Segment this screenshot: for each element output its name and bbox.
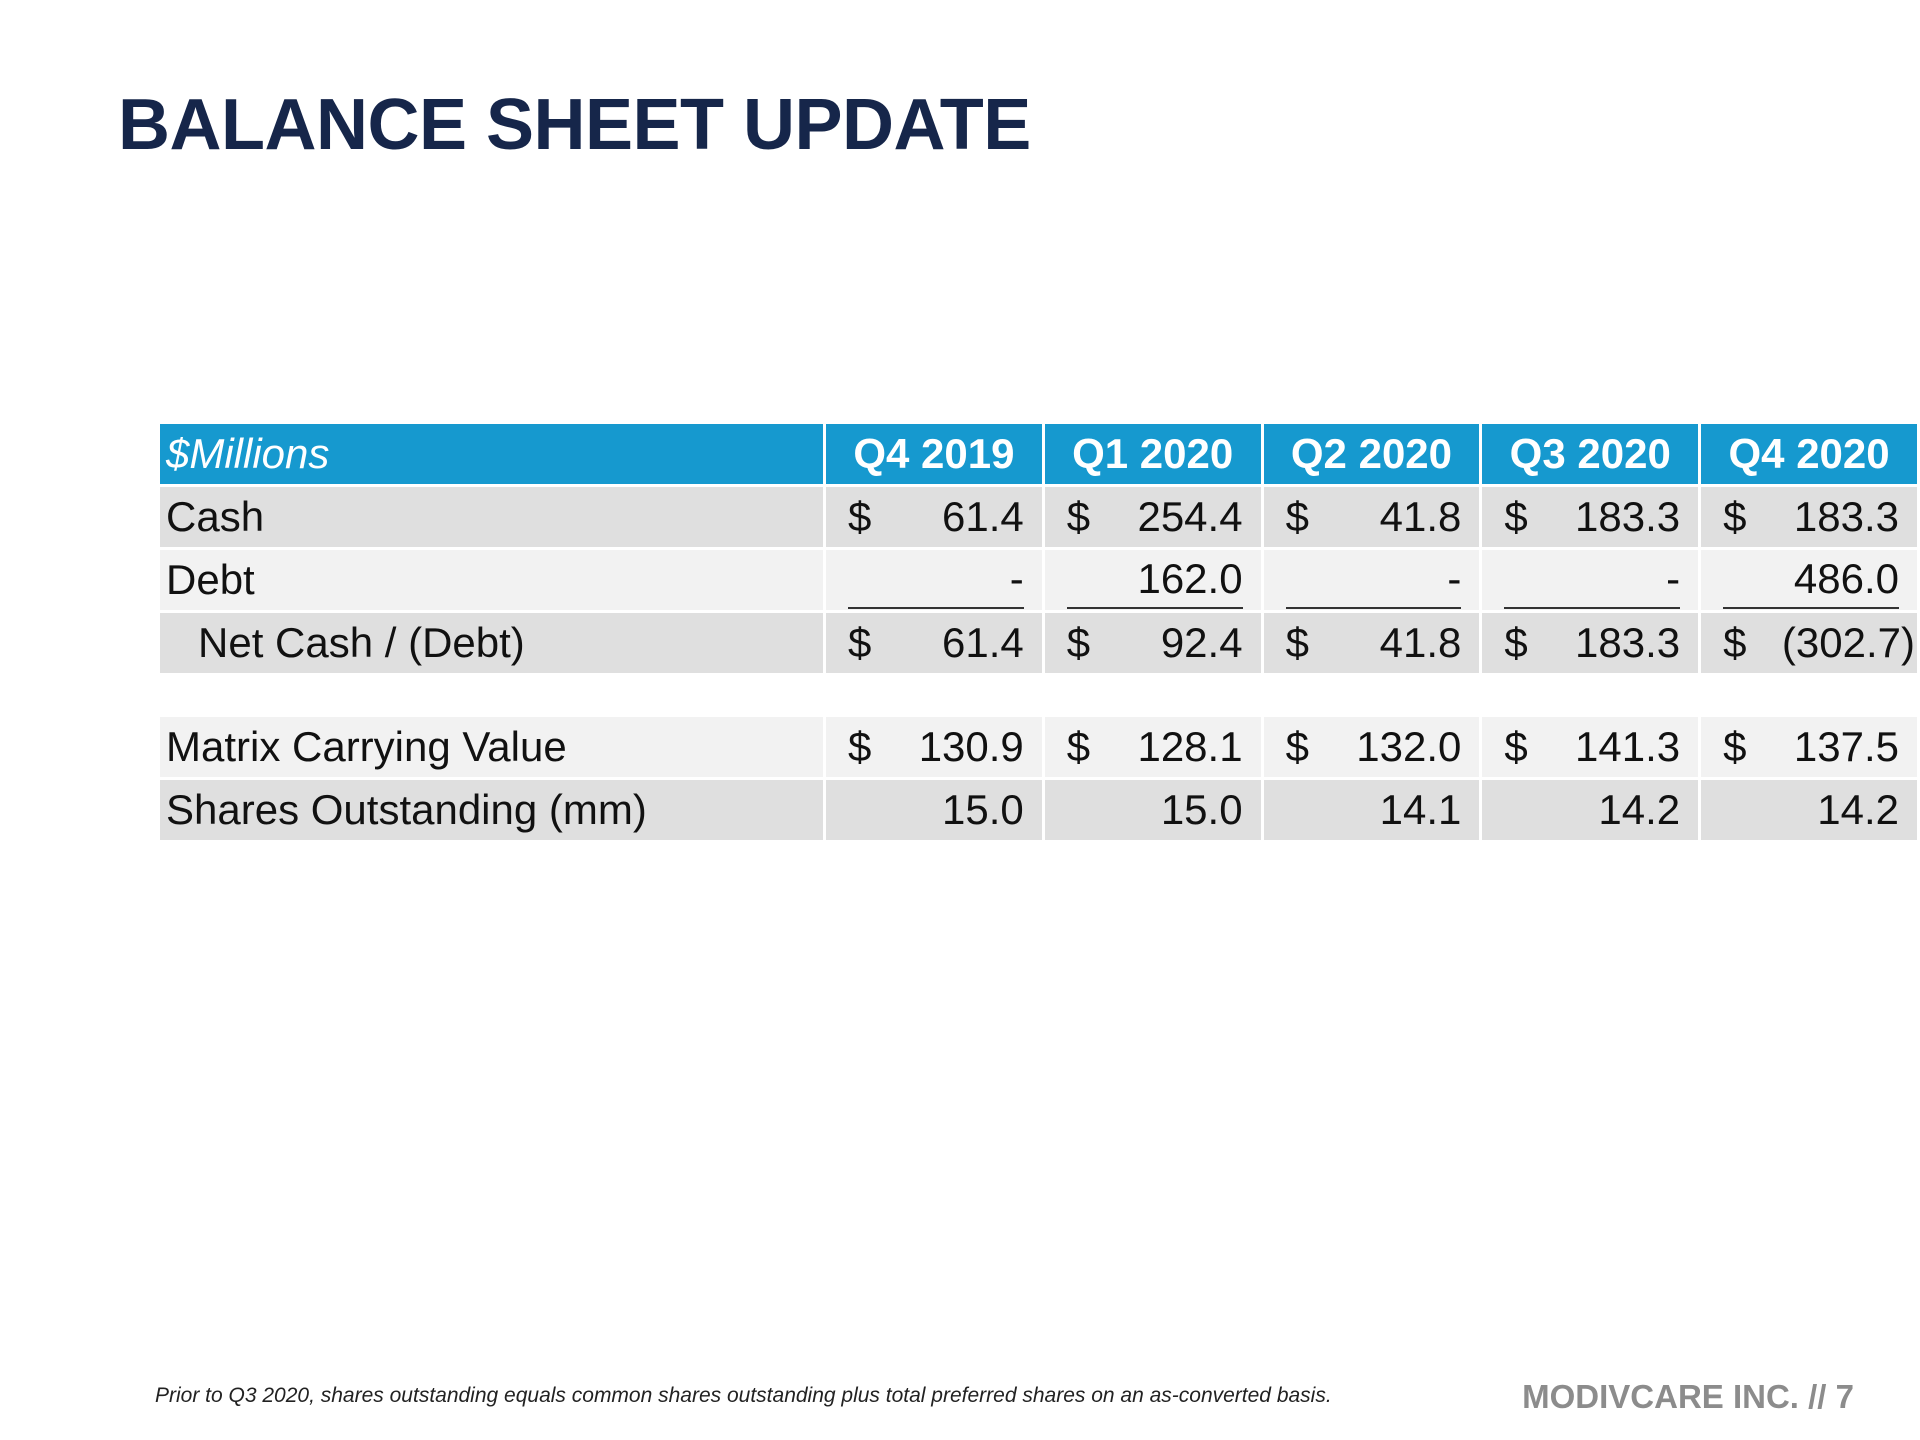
cell-value: 141.3: [1575, 723, 1681, 770]
header-units-label: $Millions: [160, 424, 824, 484]
currency-symbol: $: [1504, 493, 1528, 540]
footer-brand-page: MODIVCARE INC. // 7: [1522, 1378, 1854, 1415]
currency-symbol: $: [1723, 619, 1747, 666]
cell-value: 14.2: [1598, 786, 1681, 833]
currency-symbol: $: [1723, 723, 1747, 770]
table-row-debt: Debt - 162.0 - - 486.0: [160, 550, 1917, 610]
cell-value: 183.3: [1575, 493, 1681, 540]
currency-symbol: $: [1285, 723, 1309, 770]
currency-symbol: $: [1285, 619, 1309, 666]
cell-value: 183.3: [1793, 493, 1899, 540]
row-label: Shares Outstanding (mm): [160, 780, 824, 840]
cell-value: -: [1666, 555, 1681, 602]
currency-symbol: $: [848, 619, 872, 666]
cell-value: 15.0: [942, 786, 1024, 833]
row-label: Net Cash / (Debt): [160, 613, 824, 673]
cell-value: 14.1: [1379, 786, 1462, 833]
cell-value: 14.2: [1817, 786, 1899, 833]
cell-value: 128.1: [1137, 723, 1243, 770]
cell-value: 15.0: [1160, 786, 1243, 833]
cell-value: 61.4: [942, 493, 1024, 540]
balance-sheet-table: $Millions Q4 2019 Q1 2020 Q2 2020 Q3 202…: [157, 421, 1920, 843]
currency-symbol: $: [1723, 493, 1747, 540]
cell-value: -: [1447, 555, 1462, 602]
footnote: Prior to Q3 2020, shares outstanding equ…: [155, 1384, 1332, 1407]
table-row-shares-outstanding: Shares Outstanding (mm) 15.0 15.0 14.1 1…: [160, 780, 1917, 840]
currency-symbol: $: [1504, 619, 1528, 666]
currency-symbol: $: [1285, 493, 1309, 540]
column-header: Q3 2020: [1482, 424, 1699, 484]
cell-value: 61.4: [942, 619, 1024, 666]
cell-value: -: [1009, 555, 1024, 602]
column-header: Q4 2019: [826, 424, 1042, 484]
table-spacer-row: [160, 676, 1917, 714]
cell-value: 162.0: [1137, 555, 1243, 602]
row-label: Cash: [160, 487, 824, 547]
currency-symbol: $: [1504, 723, 1528, 770]
currency-symbol: $: [1066, 619, 1091, 666]
currency-symbol: $: [848, 493, 872, 540]
cell-value: 92.4: [1160, 619, 1243, 666]
column-header: Q4 2020: [1701, 424, 1917, 484]
table-row-matrix-value: Matrix Carrying Value $130.9 $128.1 $132…: [160, 717, 1917, 777]
cell-value: 41.8: [1379, 619, 1462, 666]
cell-value: 254.4: [1137, 493, 1243, 540]
row-label: Matrix Carrying Value: [160, 717, 824, 777]
table-row-net-cash: Net Cash / (Debt) $61.4 $92.4 $41.8 $183…: [160, 613, 1917, 673]
cell-value: 486.0: [1793, 555, 1899, 602]
column-header: Q1 2020: [1044, 424, 1261, 484]
page-title: BALANCE SHEET UPDATE: [118, 85, 1031, 165]
currency-symbol: $: [1066, 493, 1091, 540]
cell-value: 183.3: [1575, 619, 1681, 666]
cell-value: 41.8: [1379, 493, 1462, 540]
currency-symbol: $: [1066, 723, 1091, 770]
cell-value: 132.0: [1356, 723, 1462, 770]
table-row-cash: Cash $61.4 $254.4 $41.8 $183.3 $183.3: [160, 487, 1917, 547]
cell-value: (302.7): [1781, 619, 1915, 666]
table-header-row: $Millions Q4 2019 Q1 2020 Q2 2020 Q3 202…: [160, 424, 1917, 484]
cell-value: 137.5: [1793, 723, 1899, 770]
currency-symbol: $: [848, 723, 872, 770]
row-label: Debt: [160, 550, 824, 610]
column-header: Q2 2020: [1263, 424, 1480, 484]
cell-value: 130.9: [918, 723, 1024, 770]
